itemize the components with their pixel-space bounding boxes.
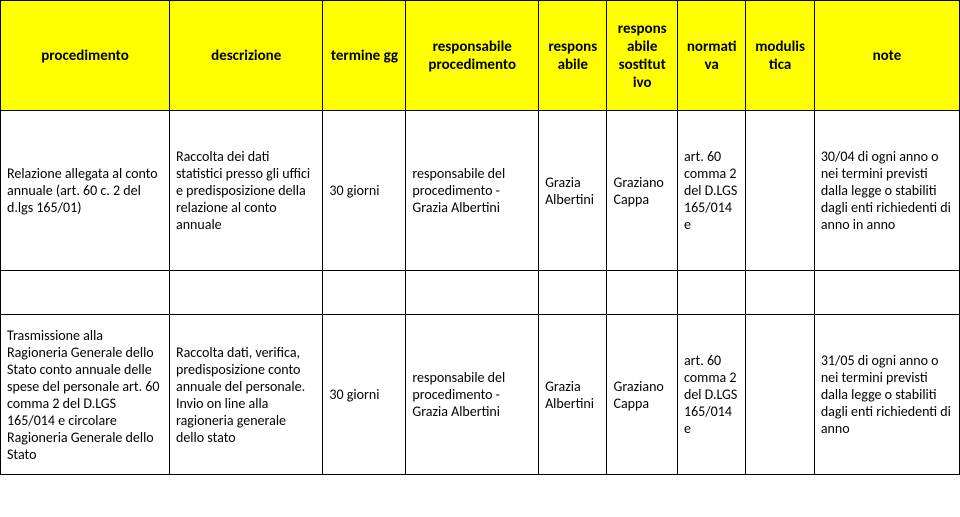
- cell-note: 31/05 di ogni anno o nei termini previst…: [814, 315, 959, 475]
- col-header-resp-sost: respons abile sostitut ivo: [607, 1, 677, 111]
- cell-procedimento: Relazione allegata al conto annuale (art…: [1, 111, 170, 271]
- header-row: procedimento descrizione termine gg resp…: [1, 1, 960, 111]
- cell-modulistica: [746, 315, 814, 475]
- col-header-normativa: normati va: [677, 1, 745, 111]
- cell-modulistica: [746, 111, 814, 271]
- col-header-procedimento: procedimento: [1, 1, 170, 111]
- data-table: procedimento descrizione termine gg resp…: [0, 0, 960, 475]
- cell-normativa: art. 60 comma 2 del D.LGS 165/014 e: [677, 111, 745, 271]
- spacer-row: [1, 271, 960, 315]
- cell-termine: 30 giorni: [323, 315, 406, 475]
- col-header-modulistica: modulis tica: [746, 1, 814, 111]
- cell-resp-sost: Graziano Cappa: [607, 315, 677, 475]
- col-header-resp-proc: responsabile procedimento: [406, 1, 539, 111]
- cell-normativa: art. 60 comma 2 del D.LGS 165/014 e: [677, 315, 745, 475]
- cell-procedimento: Trasmissione alla Ragioneria Generale de…: [1, 315, 170, 475]
- cell-respons: Grazia Albertini: [539, 315, 607, 475]
- table-row: Trasmissione alla Ragioneria Generale de…: [1, 315, 960, 475]
- col-header-descrizione: descrizione: [169, 1, 322, 111]
- cell-note: 30/04 di ogni anno o nei termini previst…: [814, 111, 959, 271]
- col-header-respons: respons abile: [539, 1, 607, 111]
- col-header-termine: termine gg: [323, 1, 406, 111]
- cell-descrizione: Raccolta dati, verifica, predisposizione…: [169, 315, 322, 475]
- cell-resp-sost: Graziano Cappa: [607, 111, 677, 271]
- cell-descrizione: Raccolta dei dati statistici presso gli …: [169, 111, 322, 271]
- col-header-note: note: [814, 1, 959, 111]
- cell-termine: 30 giorni: [323, 111, 406, 271]
- table-row: Relazione allegata al conto annuale (art…: [1, 111, 960, 271]
- cell-resp-proc: responsabile del procedimento - Grazia A…: [406, 111, 539, 271]
- cell-respons: Grazia Albertini: [539, 111, 607, 271]
- cell-resp-proc: responsabile del procedimento - Grazia A…: [406, 315, 539, 475]
